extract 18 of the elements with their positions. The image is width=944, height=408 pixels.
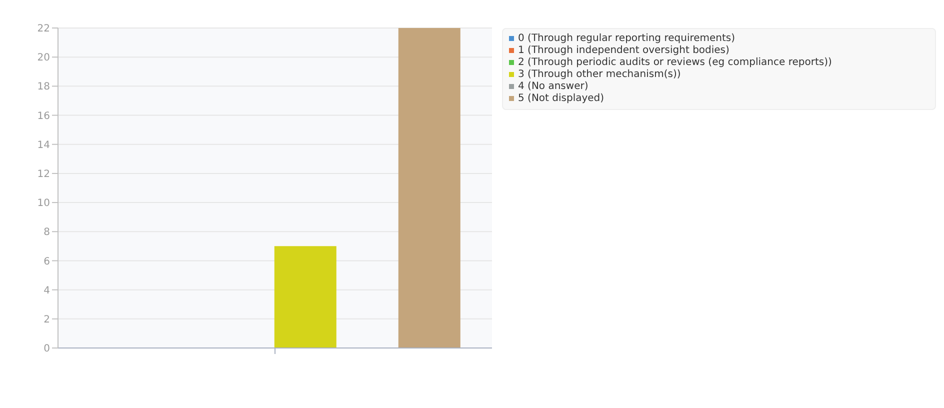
- y-tick-label: 10: [37, 198, 50, 210]
- y-tick-label: 22: [37, 24, 50, 35]
- y-tick-label: 16: [37, 110, 50, 122]
- legend-label: 2 (Through periodic audits or reviews (eg compliance reports)): [518, 57, 832, 68]
- legend-label: 4 (No answer): [518, 81, 588, 92]
- y-tick-label: 0: [44, 344, 50, 355]
- legend-label: 1 (Through independent oversight bodies): [518, 45, 730, 56]
- y-tick-label: 18: [37, 82, 50, 93]
- legend-label: 5 (Not displayed): [518, 93, 604, 104]
- legend-label: 0 (Through regular reporting requirements): [518, 33, 736, 44]
- y-tick-label: 4: [44, 285, 50, 296]
- y-tick-label: 12: [37, 169, 50, 180]
- y-tick-label: 8: [44, 227, 50, 238]
- y-tick-label: 2: [44, 314, 50, 326]
- y-tick-label: 14: [37, 140, 50, 151]
- y-tick-label: 20: [37, 52, 50, 64]
- legend-label: 3 (Through other mechanism(s)): [518, 69, 681, 80]
- y-tick-label: 6: [44, 256, 50, 268]
